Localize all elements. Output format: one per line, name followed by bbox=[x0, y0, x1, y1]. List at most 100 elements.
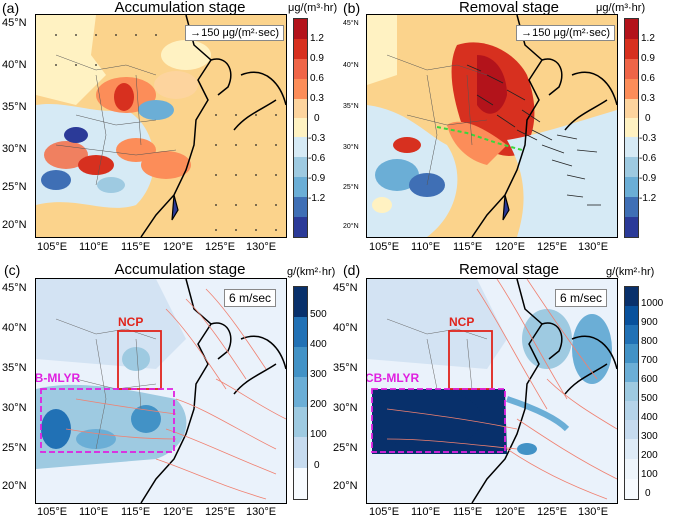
lon-tick: 130°E bbox=[578, 241, 609, 253]
lon-tick: 120°E bbox=[495, 241, 526, 253]
colorbar-label: 0 bbox=[645, 113, 651, 124]
colorbar-label: 0.3 bbox=[641, 93, 655, 104]
colorbar-label: 0 bbox=[314, 460, 320, 471]
lat-tick: 20°N bbox=[333, 480, 358, 492]
lon-tick: 115°E bbox=[453, 506, 483, 518]
lon-tick: 115°E bbox=[453, 241, 483, 253]
panel-label: (b) bbox=[343, 0, 361, 16]
colorbar-unit: g/(km²·hr) bbox=[287, 266, 336, 278]
colorbar-label: 200 bbox=[641, 450, 658, 461]
lat-tick: 30°N bbox=[2, 143, 27, 155]
panel-label: (c) bbox=[4, 262, 21, 278]
lat-tick: 25°N bbox=[2, 442, 27, 454]
panel-label: (a) bbox=[2, 0, 20, 16]
ncp-label: NCP bbox=[449, 315, 475, 329]
panel-title: Accumulation stage bbox=[114, 261, 246, 278]
lat-tick: 45°N bbox=[2, 282, 27, 294]
lon-tick: 125°E bbox=[205, 241, 236, 253]
colorbar-label: 1.2 bbox=[641, 33, 655, 44]
colorbar-label: -1.2 bbox=[308, 193, 326, 204]
map-graphic bbox=[367, 15, 617, 237]
colorbar-label: 400 bbox=[310, 339, 327, 350]
reference-vector: 6 m/sec bbox=[554, 289, 607, 307]
lat-tick: 40°N bbox=[2, 322, 27, 334]
lat-tick: 25°N bbox=[343, 184, 359, 191]
colorbar-label: 0 bbox=[314, 113, 320, 124]
colorbar-label: 800 bbox=[641, 336, 658, 347]
colorbar-label: -0.6 bbox=[308, 153, 326, 164]
lon-tick: 120°E bbox=[495, 506, 526, 518]
colorbar-label: -0.9 bbox=[308, 173, 326, 184]
colorbar-label: 600 bbox=[641, 374, 658, 385]
colorbar-unit: μg/(m³·hr) bbox=[596, 2, 646, 14]
lat-tick: 35°N bbox=[343, 103, 359, 110]
map-area: →150 μg/(m²·sec) bbox=[366, 14, 618, 238]
lon-tick: 125°E bbox=[205, 506, 236, 518]
lon-tick: 130°E bbox=[246, 241, 277, 253]
map-area: NCP SCB-MLYR 6 m/sec bbox=[366, 278, 618, 504]
colorbar-label: 500 bbox=[310, 309, 327, 320]
panel-d: (d) Removal stage g/(km²·hr) NC bbox=[333, 261, 678, 523]
colorbar bbox=[624, 18, 639, 238]
panel-label: (d) bbox=[343, 262, 361, 278]
ncp-label: NCP bbox=[118, 315, 144, 329]
reference-vector: →150 μg/(m²·sec) bbox=[185, 25, 284, 41]
lat-tick: 40°N bbox=[343, 62, 359, 69]
lon-tick: 115°E bbox=[121, 241, 151, 253]
lon-tick: 125°E bbox=[537, 241, 568, 253]
colorbar bbox=[293, 18, 308, 238]
colorbar bbox=[624, 286, 639, 500]
lat-tick: 45°N bbox=[343, 20, 359, 27]
scb-label: SCB-MLYR bbox=[35, 371, 81, 385]
map-graphic bbox=[36, 15, 286, 237]
colorbar-label: 1.2 bbox=[310, 33, 324, 44]
panel-b: (b) Removal stage μg/(m³·hr) bbox=[339, 0, 678, 262]
lon-tick: 120°E bbox=[163, 506, 194, 518]
colorbar-label: 0.6 bbox=[641, 73, 655, 84]
lat-tick: 30°N bbox=[343, 144, 359, 151]
map-graphic bbox=[36, 279, 286, 503]
lon-tick: 105°E bbox=[37, 241, 68, 253]
lon-tick: 110°E bbox=[411, 241, 441, 253]
reference-vector: 6 m/sec bbox=[223, 289, 276, 307]
colorbar-unit: g/(km²·hr) bbox=[606, 266, 655, 278]
lon-tick: 125°E bbox=[537, 506, 568, 518]
colorbar-label: -0.3 bbox=[308, 133, 326, 144]
lon-tick: 110°E bbox=[79, 241, 109, 253]
lon-tick: 115°E bbox=[121, 506, 151, 518]
colorbar-label: 400 bbox=[641, 412, 658, 423]
colorbar-label: 1000 bbox=[641, 298, 664, 309]
lon-tick: 130°E bbox=[578, 506, 609, 518]
lon-tick: 110°E bbox=[79, 506, 109, 518]
scb-label: SCB-MLYR bbox=[367, 371, 420, 385]
lat-tick: 35°N bbox=[333, 362, 358, 374]
colorbar-label: 100 bbox=[310, 429, 327, 440]
colorbar-label: -0.6 bbox=[639, 153, 657, 164]
reference-vector: →150 μg/(m²·sec) bbox=[516, 25, 615, 41]
panel-a: (a) Accumulation stage μg/(m³·hr) bbox=[0, 0, 339, 262]
colorbar-label: -0.9 bbox=[639, 173, 657, 184]
lat-tick: 25°N bbox=[2, 181, 27, 193]
panel-c: (c) Accumulation stage g/(km²·hr) bbox=[0, 261, 339, 523]
lat-tick: 40°N bbox=[2, 59, 27, 71]
panel-title: Accumulation stage bbox=[114, 0, 246, 16]
lon-tick: 105°E bbox=[37, 506, 68, 518]
colorbar-label: 0.9 bbox=[641, 53, 655, 64]
colorbar-unit: μg/(m³·hr) bbox=[288, 2, 338, 14]
colorbar-label: 900 bbox=[641, 317, 658, 328]
lat-tick: 45°N bbox=[2, 17, 27, 29]
lat-tick: 30°N bbox=[2, 402, 27, 414]
colorbar-label: 500 bbox=[641, 393, 658, 404]
map-graphic bbox=[367, 279, 617, 503]
colorbar-label: 100 bbox=[641, 469, 658, 480]
lat-tick: 25°N bbox=[333, 442, 358, 454]
colorbar-label: 0 bbox=[645, 488, 651, 499]
lon-tick: 120°E bbox=[163, 241, 194, 253]
colorbar-label: 700 bbox=[641, 355, 658, 366]
colorbar-label: 0.9 bbox=[310, 53, 324, 64]
colorbar-label: 200 bbox=[310, 399, 327, 410]
lat-tick: 35°N bbox=[2, 362, 27, 374]
colorbar-label: 0.6 bbox=[310, 73, 324, 84]
lat-tick: 40°N bbox=[333, 322, 358, 334]
lat-tick: 45°N bbox=[333, 282, 358, 294]
